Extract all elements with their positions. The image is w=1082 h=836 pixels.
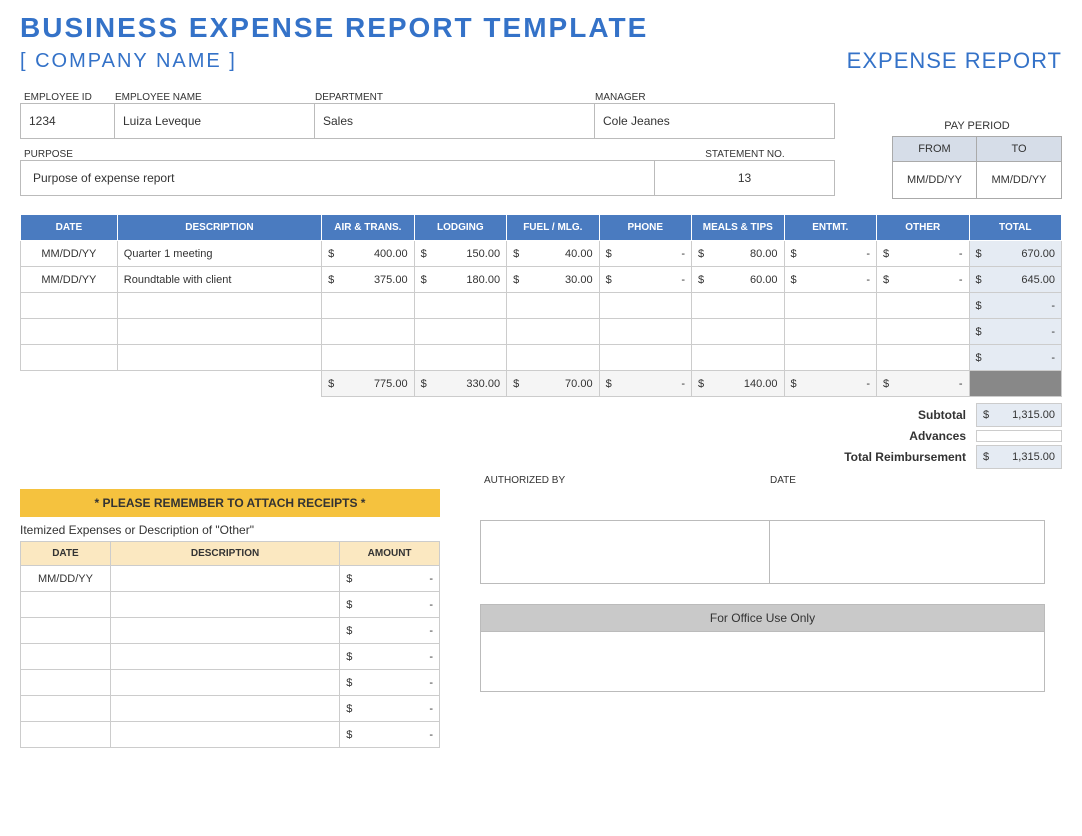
- sum-other: $-: [877, 371, 969, 397]
- dept-label: DEPARTMENT: [315, 92, 595, 103]
- list-item[interactable]: $-: [21, 696, 440, 722]
- ith-date: DATE: [21, 542, 111, 566]
- pp-to-head: TO: [977, 136, 1062, 162]
- th-lodging: LODGING: [414, 215, 506, 241]
- pp-to-field[interactable]: MM/DD/YY: [977, 162, 1062, 199]
- expense-table: DATE DESCRIPTION AIR & TRANS. LODGING FU…: [20, 214, 1062, 397]
- table-row[interactable]: $-: [21, 319, 1062, 345]
- sum-meals: $140.00: [692, 371, 784, 397]
- th-fuel: FUEL / MLG.: [507, 215, 599, 241]
- th-desc: DESCRIPTION: [117, 215, 321, 241]
- stmt-label: STATEMENT NO.: [655, 149, 835, 160]
- company-name[interactable]: [ COMPANY NAME ]: [20, 50, 237, 73]
- ith-amt: AMOUNT: [340, 542, 440, 566]
- pp-from-field[interactable]: MM/DD/YY: [892, 162, 977, 199]
- subtotal-label: Subtotal: [918, 408, 976, 422]
- list-item[interactable]: MM/DD/YY$-: [21, 566, 440, 592]
- th-entmt: ENTMT.: [784, 215, 876, 241]
- pp-from-head: FROM: [892, 136, 977, 162]
- sum-lodging: $330.00: [414, 371, 506, 397]
- advances-label: Advances: [909, 429, 976, 443]
- list-item[interactable]: $-: [21, 644, 440, 670]
- emp-id-field[interactable]: 1234: [20, 103, 115, 139]
- purpose-field[interactable]: Purpose of expense report: [20, 160, 655, 196]
- table-row[interactable]: $-: [21, 345, 1062, 371]
- list-item[interactable]: $-: [21, 618, 440, 644]
- itemized-table: DATE DESCRIPTION AMOUNT MM/DD/YY$-$-$-$-…: [20, 541, 440, 748]
- itemized-label: Itemized Expenses or Description of "Oth…: [20, 523, 440, 537]
- th-air: AIR & TRANS.: [322, 215, 414, 241]
- sum-total-blank: [969, 371, 1062, 397]
- th-meals: MEALS & TIPS: [692, 215, 784, 241]
- sum-entmt: $-: [784, 371, 876, 397]
- office-header: For Office Use Only: [480, 604, 1045, 632]
- emp-id-label: EMPLOYEE ID: [20, 92, 115, 103]
- total-reimb-value: $1,315.00: [976, 445, 1062, 469]
- th-other: OTHER: [877, 215, 969, 241]
- dept-field[interactable]: Sales: [315, 103, 595, 139]
- authorized-by-field[interactable]: [480, 520, 770, 584]
- th-phone: PHONE: [599, 215, 691, 241]
- receipts-banner: * PLEASE REMEMBER TO ATTACH RECEIPTS *: [20, 489, 440, 517]
- mgr-label: MANAGER: [595, 92, 835, 103]
- page-title: BUSINESS EXPENSE REPORT TEMPLATE: [20, 12, 1062, 44]
- table-row[interactable]: MM/DD/YYRoundtable with client$375.00$18…: [21, 267, 1062, 293]
- auth-date-field[interactable]: [770, 520, 1045, 584]
- list-item[interactable]: $-: [21, 670, 440, 696]
- total-reimb-label: Total Reimbursement: [844, 450, 976, 464]
- auth-date-label: DATE: [770, 475, 1045, 486]
- table-row[interactable]: MM/DD/YYQuarter 1 meeting$400.00$150.00$…: [21, 241, 1062, 267]
- th-date: DATE: [21, 215, 118, 241]
- th-total: TOTAL: [969, 215, 1062, 241]
- report-label: EXPENSE REPORT: [847, 48, 1062, 74]
- ith-desc: DESCRIPTION: [110, 542, 339, 566]
- pay-period-label: PAY PERIOD: [892, 120, 1062, 132]
- list-item[interactable]: $-: [21, 722, 440, 748]
- sum-phone: $-: [599, 371, 691, 397]
- table-row[interactable]: $-: [21, 293, 1062, 319]
- purpose-label: PURPOSE: [20, 149, 655, 160]
- emp-name-label: EMPLOYEE NAME: [115, 92, 315, 103]
- list-item[interactable]: $-: [21, 592, 440, 618]
- mgr-field[interactable]: Cole Jeanes: [595, 103, 835, 139]
- emp-name-field[interactable]: Luiza Leveque: [115, 103, 315, 139]
- office-body[interactable]: [480, 632, 1045, 692]
- sum-air: $775.00: [322, 371, 414, 397]
- subtotal-value: $1,315.00: [976, 403, 1062, 427]
- auth-label: AUTHORIZED BY: [480, 475, 770, 486]
- advances-value[interactable]: [976, 430, 1062, 442]
- sum-fuel: $70.00: [507, 371, 599, 397]
- stmt-field[interactable]: 13: [655, 160, 835, 196]
